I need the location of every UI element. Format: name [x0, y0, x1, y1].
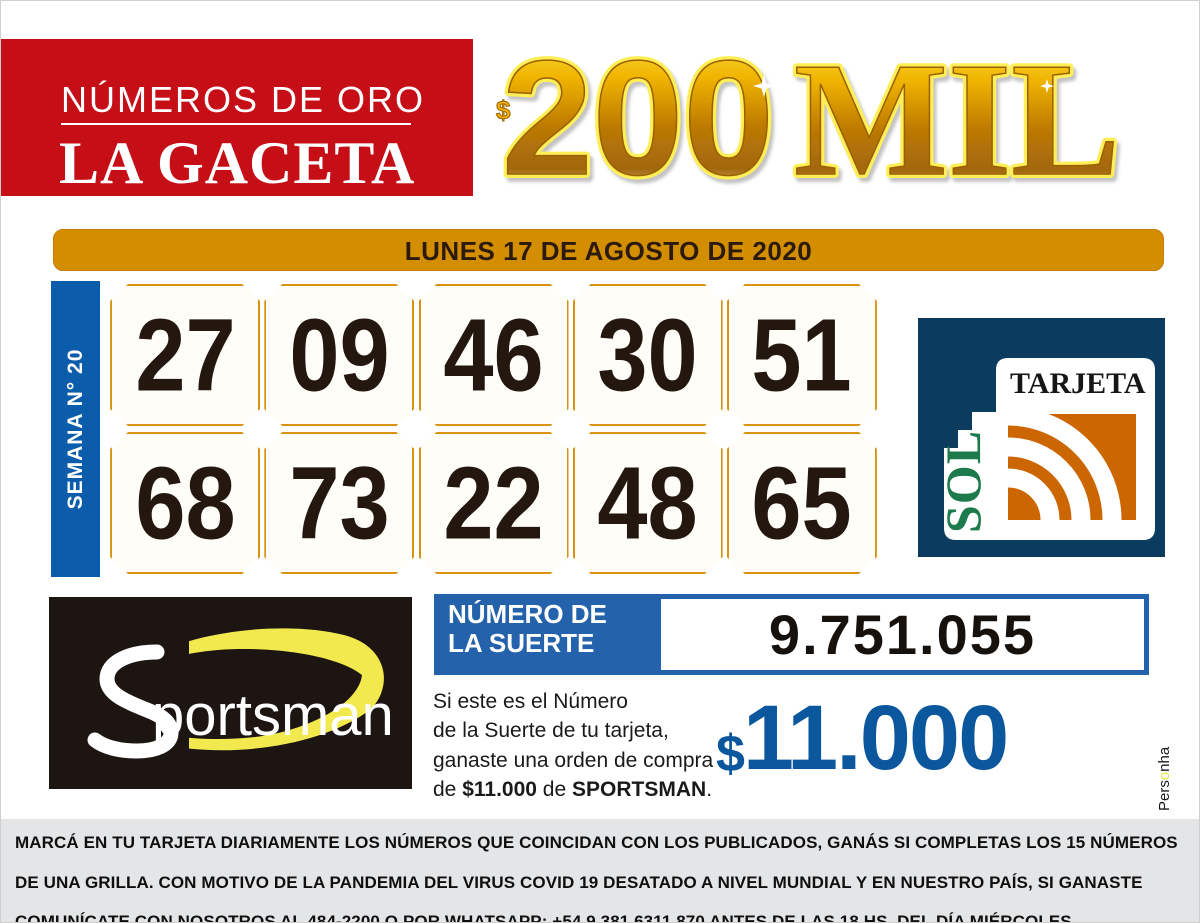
svg-text:TARJETA: TARJETA — [1010, 367, 1146, 400]
svg-text:SOL: SOL — [935, 430, 991, 533]
svg-text:200: 200 — [502, 26, 774, 209]
svg-text:MIL: MIL — [794, 30, 1120, 210]
svg-text:$: $ — [496, 95, 511, 125]
svg-text:portsman: portsman — [152, 683, 394, 748]
